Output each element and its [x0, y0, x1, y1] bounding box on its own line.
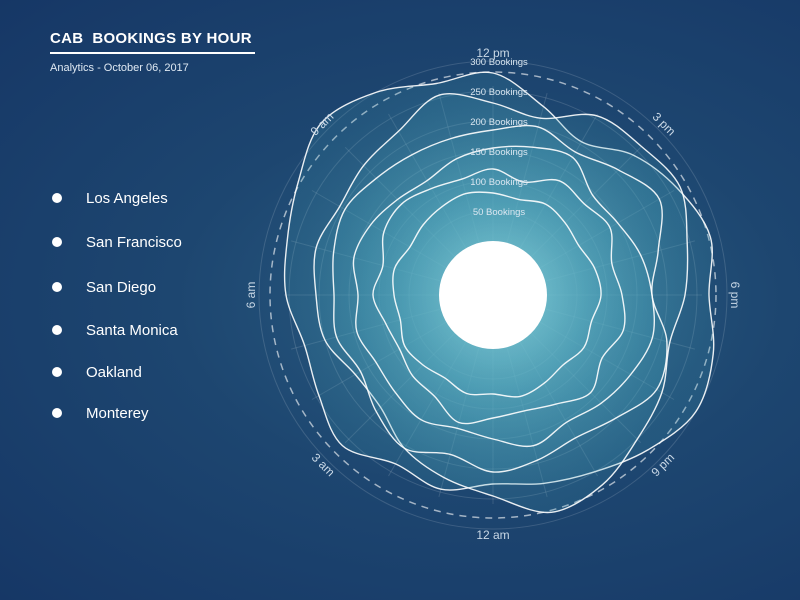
ring-label: 50 Bookings	[473, 207, 526, 218]
hour-label: 12 pm	[476, 46, 509, 60]
chart-title: CAB BOOKINGS BY HOUR	[50, 30, 252, 47]
legend-label: San Diego	[86, 278, 157, 296]
outer-dashed-ring	[269, 71, 717, 519]
legend-item-san-francisco[interactable]: San Francisco	[52, 232, 182, 252]
hour-label: 12 am	[476, 528, 509, 542]
hour-label: 3 am	[309, 450, 338, 479]
hour-label: 9 pm	[648, 450, 677, 479]
legend-bullet-icon	[52, 282, 62, 292]
ring-label: 250 Bookings	[470, 87, 528, 98]
legend-label: Santa Monica	[86, 321, 178, 339]
legend-bullet-icon	[52, 367, 62, 377]
legend-item-los-angeles[interactable]: Los Angeles	[52, 188, 168, 208]
ring-label: 200 Bookings	[470, 117, 528, 128]
hour-label: 3 pm	[650, 110, 679, 139]
legend-item-santa-monica[interactable]: Santa Monica	[52, 320, 178, 340]
legend-label: San Francisco	[86, 233, 182, 251]
center-hole	[439, 241, 547, 349]
legend-label: Oakland	[86, 363, 142, 381]
ring-label: 300 Bookings	[470, 57, 528, 68]
legend-bullet-icon	[52, 408, 62, 418]
title-underline	[50, 52, 255, 54]
legend-item-oakland[interactable]: Oakland	[52, 362, 142, 382]
legend-bullet-icon	[52, 325, 62, 335]
ring-labels: 50 Bookings 100 Bookings 150 Bookings 200 B…	[470, 57, 528, 218]
grid-ring	[258, 60, 728, 530]
legend-bullet-icon	[52, 237, 62, 247]
legend-item-san-diego[interactable]: San Diego	[52, 277, 156, 297]
hour-label: 6 am	[244, 282, 258, 309]
chart-subtitle: Analytics - October 06, 2017	[50, 62, 189, 74]
ring-label: 150 Bookings	[470, 147, 528, 158]
legend-label: Monterey	[86, 404, 149, 422]
ring-label: 100 Bookings	[470, 177, 528, 188]
legend-item-monterey[interactable]: Monterey	[52, 403, 149, 423]
legend-label: Los Angeles	[86, 189, 168, 207]
hour-label: 6 pm	[728, 282, 742, 309]
legend-bullet-icon	[52, 193, 62, 203]
